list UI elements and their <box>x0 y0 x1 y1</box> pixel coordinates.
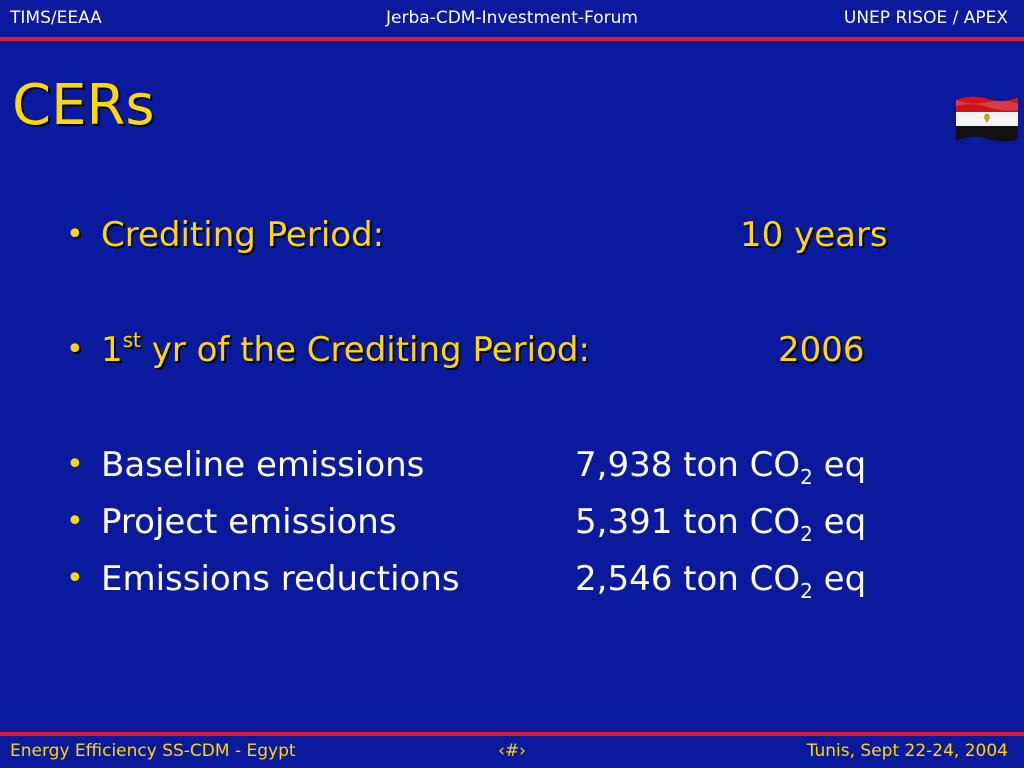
bullet-value: 5,391 ton CO2 eq <box>575 497 866 547</box>
bullet-dot: • <box>66 217 84 252</box>
label-rest: yr of the Crediting Period: <box>140 330 590 370</box>
footer-divider <box>0 732 1024 736</box>
bullet-dot: • <box>66 332 84 367</box>
header-divider <box>0 37 1024 41</box>
bullet-value: 2006 <box>778 330 865 370</box>
bullet-label: Crediting Period: <box>101 215 385 255</box>
bullet-dot: • <box>66 447 84 482</box>
footer-right-text: Tunis, Sept 22-24, 2004 <box>806 741 1008 761</box>
value-subscript: 2 <box>800 579 813 603</box>
bullet-dot: • <box>66 561 84 596</box>
header-center-text: Jerba-CDM-Investment-Forum <box>386 8 638 28</box>
value-main: 2,546 ton CO <box>575 559 801 599</box>
bullet-value: 7,938 ton CO2 eq <box>575 440 866 490</box>
bullet-label: Project emissions <box>101 502 397 542</box>
bullet-dot: • <box>66 504 84 539</box>
header-left-text: TIMS/EEAA <box>10 8 102 28</box>
bullet-label: Baseline emissions <box>101 445 425 485</box>
header-right-text: UNEP RISOE / APEX <box>843 8 1008 28</box>
value-unit: eq <box>812 502 867 542</box>
value-unit: eq <box>812 559 867 599</box>
bullet-value: 10 years <box>740 215 888 255</box>
footer-slide-number: ‹#› <box>498 741 526 761</box>
slide-title: CERs <box>12 73 155 138</box>
value-main: 5,391 ton CO <box>575 502 801 542</box>
value-main: 7,938 ton CO <box>575 445 801 485</box>
value-unit: eq <box>812 445 867 485</box>
label-prefix: 1 <box>101 330 123 370</box>
egypt-flag-icon <box>956 96 1018 142</box>
value-subscript: 2 <box>800 465 813 489</box>
label-superscript: st <box>122 328 141 352</box>
bullet-label: 1st yr of the Crediting Period: <box>101 325 590 375</box>
bullet-label: Emissions reductions <box>101 559 460 599</box>
bullet-value: 2,546 ton CO2 eq <box>575 554 866 604</box>
footer-left-text: Energy Efficiency SS-CDM - Egypt <box>10 741 296 761</box>
value-subscript: 2 <box>800 522 813 546</box>
